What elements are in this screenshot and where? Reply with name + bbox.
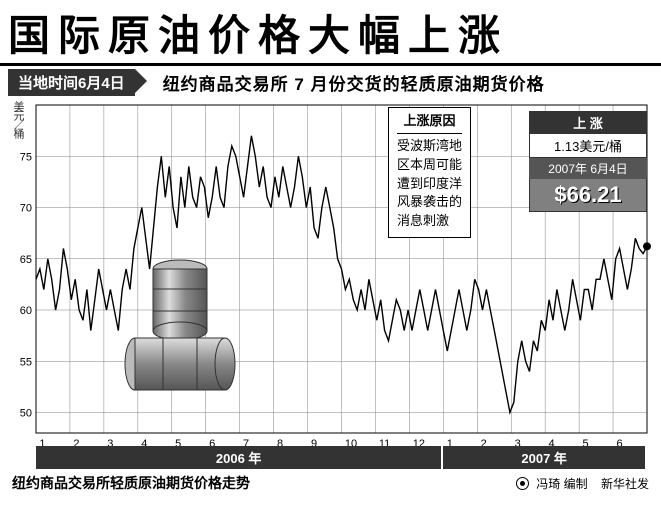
chart-area: 美元／桶 505560657075123456789101112123456 上… bbox=[8, 99, 653, 469]
price-card-date: 2007年 6月4日 bbox=[529, 158, 647, 179]
reason-line: 受波斯湾地 bbox=[397, 137, 462, 156]
footer: 纽约商品交易所轻质原油期货价格走势 冯琦 编制 新华社发 bbox=[0, 469, 661, 497]
chart-caption: 纽约商品交易所轻质原油期货价格走势 bbox=[12, 473, 250, 493]
year-segment: 2007 年 bbox=[443, 446, 647, 469]
reason-line: 区本周可能 bbox=[397, 156, 462, 175]
agency-logo-icon bbox=[516, 477, 529, 490]
svg-text:50: 50 bbox=[20, 408, 32, 420]
reason-callout: 上涨原因 受波斯湾地 区本周可能 遭到印度洋 风暴袭击的 消息刺激 bbox=[388, 107, 471, 238]
price-card: 上 涨 1.13美元/桶 2007年 6月4日 $66.21 bbox=[529, 111, 647, 212]
svg-text:65: 65 bbox=[20, 254, 32, 266]
date-badge: 当地时间6月4日 bbox=[8, 69, 135, 96]
reason-line: 消息刺激 bbox=[397, 212, 462, 231]
credit-line: 冯琦 编制 新华社发 bbox=[516, 475, 649, 492]
reason-line: 遭到印度洋 bbox=[397, 175, 462, 194]
price-card-head: 上 涨 bbox=[529, 111, 647, 134]
source-credit: 新华社发 bbox=[601, 477, 649, 491]
svg-text:75: 75 bbox=[20, 151, 32, 163]
main-title: 国际原油价格大幅上涨 bbox=[8, 2, 653, 63]
editor-credit: 冯琦 编制 bbox=[536, 477, 587, 491]
svg-text:60: 60 bbox=[20, 305, 32, 317]
price-card-price: $66.21 bbox=[529, 179, 647, 212]
header: 国际原油价格大幅上涨 bbox=[0, 0, 661, 66]
svg-text:55: 55 bbox=[20, 356, 32, 368]
year-axis-bar: 2006 年2007 年 bbox=[8, 446, 653, 469]
reason-title: 上涨原因 bbox=[397, 112, 462, 134]
year-segment: 2006 年 bbox=[36, 446, 443, 469]
subtitle: 纽约商品交易所 7 月份交货的轻质原油期货价格 bbox=[163, 70, 545, 95]
price-card-change: 1.13美元/桶 bbox=[529, 134, 647, 158]
sub-header-row: 当地时间6月4日 纽约商品交易所 7 月份交货的轻质原油期货价格 bbox=[0, 66, 661, 99]
svg-text:70: 70 bbox=[20, 203, 32, 215]
reason-line: 风暴袭击的 bbox=[397, 193, 462, 212]
